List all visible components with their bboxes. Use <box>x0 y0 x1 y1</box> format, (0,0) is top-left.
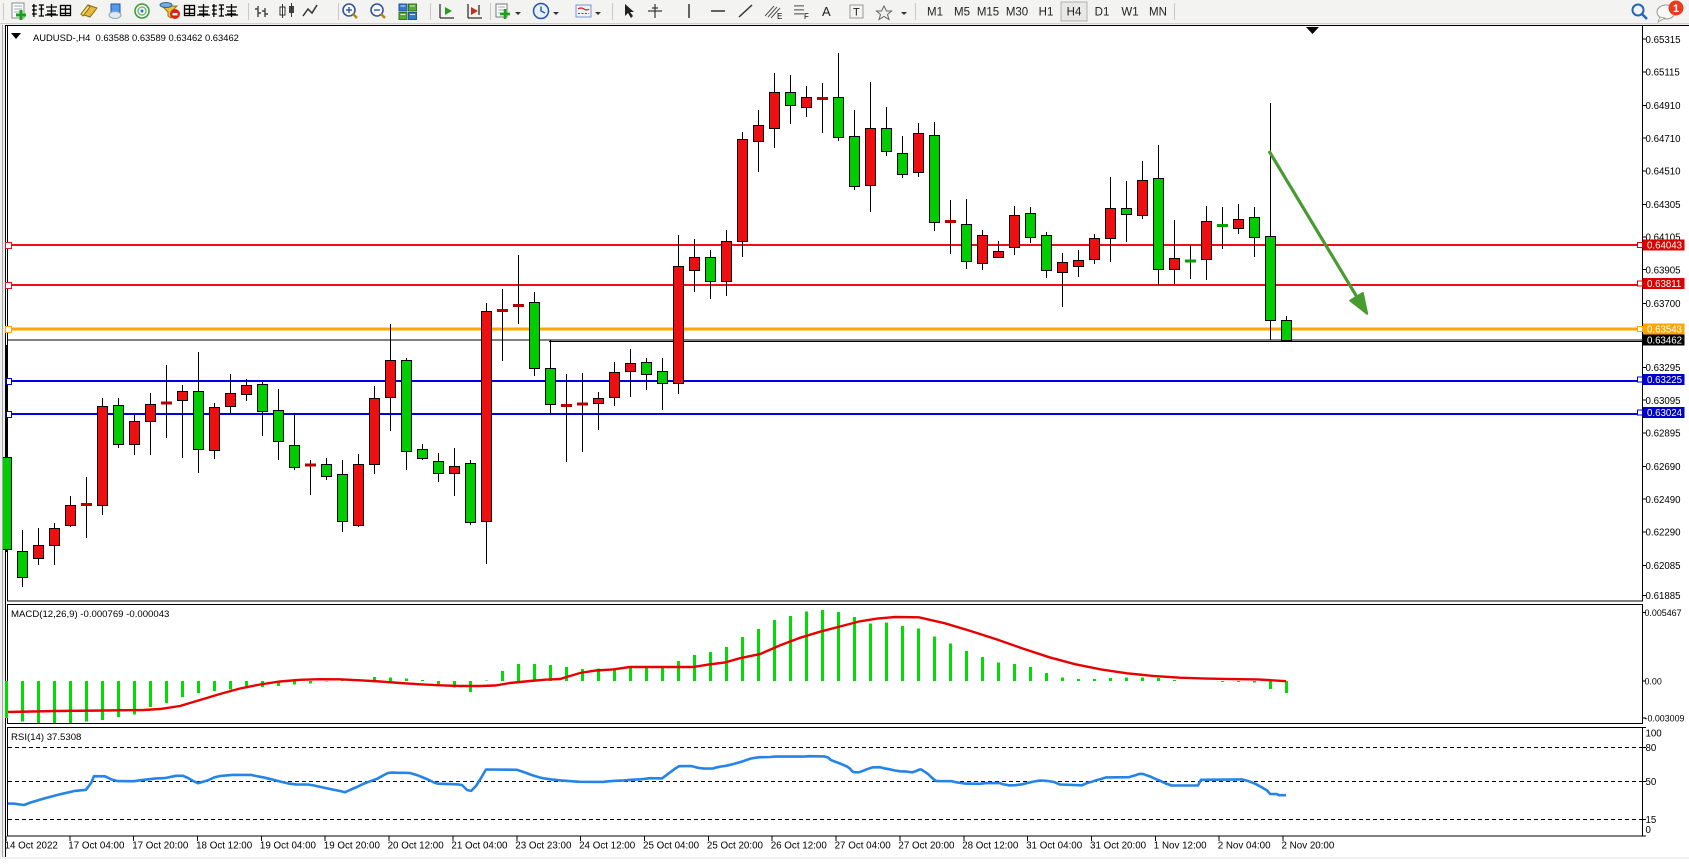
svg-text:19 Oct 20:00: 19 Oct 20:00 <box>324 841 381 852</box>
svg-text:2 Nov 04:00: 2 Nov 04:00 <box>1218 841 1271 852</box>
svg-text:0.005467: 0.005467 <box>1645 608 1682 618</box>
svg-text:1 Nov 12:00: 1 Nov 12:00 <box>1154 841 1207 852</box>
svg-text:80: 80 <box>1646 743 1657 754</box>
svg-text:AUDUSD-,H4 0.63588 0.63589 0.: AUDUSD-,H4 0.63588 0.63589 0.63462 0.634… <box>33 32 239 43</box>
svg-text:-0.003009: -0.003009 <box>1645 714 1685 724</box>
svg-text:27 Oct 20:00: 27 Oct 20:00 <box>898 841 955 852</box>
svg-text:0.63462: 0.63462 <box>1647 336 1682 347</box>
svg-text:RSI(14) 37.5308: RSI(14) 37.5308 <box>11 732 81 743</box>
svg-text:0.63225: 0.63225 <box>1647 375 1682 386</box>
svg-text:26 Oct 12:00: 26 Oct 12:00 <box>771 841 828 852</box>
svg-text:27 Oct 04:00: 27 Oct 04:00 <box>835 841 892 852</box>
svg-text:0.62490: 0.62490 <box>1646 495 1682 506</box>
svg-text:0.63811: 0.63811 <box>1647 279 1681 290</box>
svg-text:0.64710: 0.64710 <box>1646 134 1682 145</box>
svg-text:A: A <box>822 4 831 19</box>
svg-text:0.64105: 0.64105 <box>1646 233 1681 244</box>
svg-text:0.62895: 0.62895 <box>1646 429 1681 440</box>
svg-text:M5: M5 <box>954 7 970 19</box>
svg-text:0.63543: 0.63543 <box>1647 325 1682 336</box>
svg-text:100: 100 <box>1646 729 1663 740</box>
svg-text:0.65115: 0.65115 <box>1646 68 1680 79</box>
svg-text:0.62290: 0.62290 <box>1646 528 1682 539</box>
svg-text:50: 50 <box>1646 777 1657 788</box>
svg-text:15: 15 <box>1646 815 1657 826</box>
svg-text:W1: W1 <box>1121 7 1138 19</box>
svg-text:0: 0 <box>1646 825 1652 836</box>
svg-text:17 Oct 04:00: 17 Oct 04:00 <box>68 841 125 852</box>
svg-text:E: E <box>777 12 782 21</box>
svg-text:MN: MN <box>1149 7 1167 19</box>
svg-text:MACD(12,26,9) -0.000769 -0.000: MACD(12,26,9) -0.000769 -0.000043 <box>11 609 169 620</box>
svg-text:M1: M1 <box>927 7 943 19</box>
svg-text:31 Oct 04:00: 31 Oct 04:00 <box>1026 841 1083 852</box>
svg-text:0.64910: 0.64910 <box>1646 101 1682 112</box>
svg-text:0.63024: 0.63024 <box>1647 408 1683 419</box>
svg-text:H1: H1 <box>1039 7 1054 19</box>
svg-text:0.62690: 0.62690 <box>1646 462 1682 473</box>
svg-text:28 Oct 12:00: 28 Oct 12:00 <box>962 841 1019 852</box>
svg-text:25 Oct 04:00: 25 Oct 04:00 <box>643 841 700 852</box>
svg-text:18 Oct 12:00: 18 Oct 12:00 <box>196 841 253 852</box>
svg-text:31 Oct 20:00: 31 Oct 20:00 <box>1090 841 1147 852</box>
svg-text:19 Oct 04:00: 19 Oct 04:00 <box>260 841 317 852</box>
svg-text:0.61885: 0.61885 <box>1646 591 1681 602</box>
svg-text:0.00: 0.00 <box>1645 677 1662 687</box>
svg-text:0.65315: 0.65315 <box>1646 35 1681 46</box>
svg-text:M30: M30 <box>1006 7 1028 19</box>
svg-text:D1: D1 <box>1095 7 1110 19</box>
svg-text:1: 1 <box>1673 3 1679 15</box>
svg-text:23 Oct 23:00: 23 Oct 23:00 <box>515 841 572 852</box>
svg-text:M15: M15 <box>977 7 999 19</box>
svg-text:21 Oct 04:00: 21 Oct 04:00 <box>451 841 508 852</box>
svg-text:14 Oct 2022: 14 Oct 2022 <box>5 841 58 852</box>
svg-text:24 Oct 12:00: 24 Oct 12:00 <box>579 841 636 852</box>
svg-text:H4: H4 <box>1067 7 1082 19</box>
svg-text:17 Oct 20:00: 17 Oct 20:00 <box>132 841 189 852</box>
svg-text:F: F <box>804 12 809 21</box>
svg-text:25 Oct 20:00: 25 Oct 20:00 <box>707 841 764 852</box>
svg-text:0.64305: 0.64305 <box>1646 200 1681 211</box>
svg-text:0.63295: 0.63295 <box>1646 363 1681 374</box>
svg-text:T: T <box>853 7 860 19</box>
svg-text:0.64510: 0.64510 <box>1646 167 1682 178</box>
svg-text:20 Oct 12:00: 20 Oct 12:00 <box>388 841 445 852</box>
svg-text:0.63095: 0.63095 <box>1646 396 1681 407</box>
svg-text:0.64043: 0.64043 <box>1647 241 1682 252</box>
svg-text:2 Nov 20:00: 2 Nov 20:00 <box>1282 841 1335 852</box>
svg-text:0.63905: 0.63905 <box>1646 265 1681 276</box>
svg-text:0.62085: 0.62085 <box>1646 561 1681 572</box>
svg-text:0.63700: 0.63700 <box>1646 299 1682 310</box>
